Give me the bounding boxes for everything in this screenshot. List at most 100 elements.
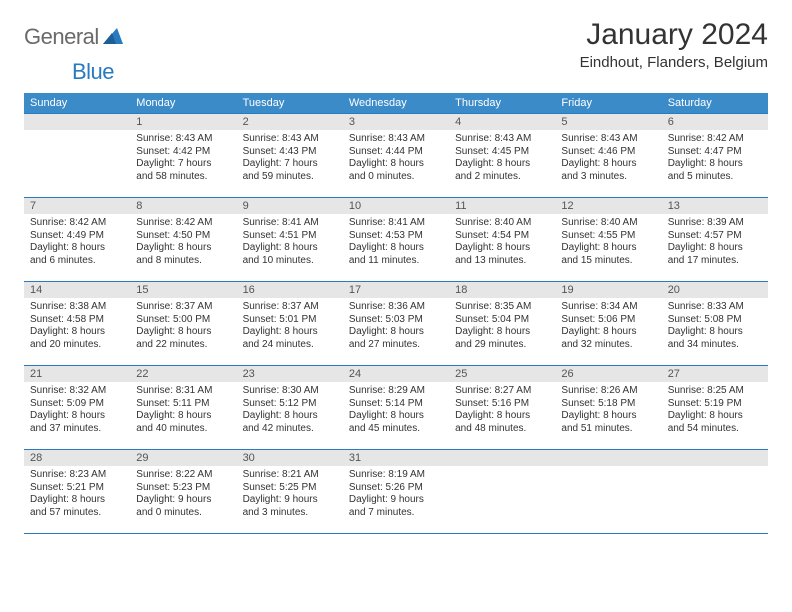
- detail-line: Sunset: 4:47 PM: [668, 146, 762, 159]
- detail-line: Daylight: 9 hours: [136, 494, 230, 507]
- day-number: 3: [343, 114, 449, 130]
- day-details: Sunrise: 8:42 AMSunset: 4:50 PMDaylight:…: [130, 214, 236, 271]
- detail-line: Daylight: 8 hours: [455, 158, 549, 171]
- calendar-cell: 30Sunrise: 8:21 AMSunset: 5:25 PMDayligh…: [237, 449, 343, 533]
- detail-line: and 27 minutes.: [349, 339, 443, 352]
- detail-line: Sunrise: 8:43 AM: [455, 133, 549, 146]
- calendar-cell: 8Sunrise: 8:42 AMSunset: 4:50 PMDaylight…: [130, 197, 236, 281]
- calendar-cell: 7Sunrise: 8:42 AMSunset: 4:49 PMDaylight…: [24, 197, 130, 281]
- detail-line: Sunrise: 8:37 AM: [243, 301, 337, 314]
- day-details: Sunrise: 8:21 AMSunset: 5:25 PMDaylight:…: [237, 466, 343, 523]
- detail-line: Daylight: 8 hours: [561, 326, 655, 339]
- day-number: 18: [449, 282, 555, 298]
- calendar-row: 14Sunrise: 8:38 AMSunset: 4:58 PMDayligh…: [24, 281, 768, 365]
- detail-line: and 0 minutes.: [136, 507, 230, 520]
- day-details: Sunrise: 8:36 AMSunset: 5:03 PMDaylight:…: [343, 298, 449, 355]
- detail-line: Sunset: 4:53 PM: [349, 230, 443, 243]
- detail-line: Sunset: 4:55 PM: [561, 230, 655, 243]
- detail-line: Sunset: 4:54 PM: [455, 230, 549, 243]
- detail-line: Sunset: 5:12 PM: [243, 398, 337, 411]
- detail-line: Daylight: 8 hours: [668, 158, 762, 171]
- detail-line: Sunrise: 8:32 AM: [30, 385, 124, 398]
- calendar-page: General January 2024 Eindhout, Flanders,…: [0, 0, 792, 534]
- detail-line: Sunset: 4:46 PM: [561, 146, 655, 159]
- calendar-cell: 4Sunrise: 8:43 AMSunset: 4:45 PMDaylight…: [449, 113, 555, 197]
- calendar-table: Sunday Monday Tuesday Wednesday Thursday…: [24, 93, 768, 533]
- brand-logo: General: [24, 18, 125, 50]
- detail-line: and 37 minutes.: [30, 423, 124, 436]
- day-details: Sunrise: 8:40 AMSunset: 4:54 PMDaylight:…: [449, 214, 555, 271]
- calendar-cell: 13Sunrise: 8:39 AMSunset: 4:57 PMDayligh…: [662, 197, 768, 281]
- day-details: Sunrise: 8:31 AMSunset: 5:11 PMDaylight:…: [130, 382, 236, 439]
- title-block: January 2024 Eindhout, Flanders, Belgium: [580, 18, 768, 71]
- calendar-body: 1Sunrise: 8:43 AMSunset: 4:42 PMDaylight…: [24, 113, 768, 533]
- detail-line: Sunset: 5:03 PM: [349, 314, 443, 327]
- day-details: Sunrise: 8:42 AMSunset: 4:49 PMDaylight:…: [24, 214, 130, 271]
- detail-line: Sunrise: 8:29 AM: [349, 385, 443, 398]
- detail-line: and 17 minutes.: [668, 255, 762, 268]
- day-number: 21: [24, 366, 130, 382]
- day-details: Sunrise: 8:32 AMSunset: 5:09 PMDaylight:…: [24, 382, 130, 439]
- detail-line: and 59 minutes.: [243, 171, 337, 184]
- detail-line: Daylight: 8 hours: [30, 242, 124, 255]
- day-number: 6: [662, 114, 768, 130]
- month-title: January 2024: [580, 18, 768, 52]
- detail-line: Sunrise: 8:33 AM: [668, 301, 762, 314]
- detail-line: Sunset: 5:06 PM: [561, 314, 655, 327]
- calendar-cell: [24, 113, 130, 197]
- brand-triangle-icon: [103, 26, 123, 49]
- day-number: [24, 114, 130, 130]
- calendar-cell: 6Sunrise: 8:42 AMSunset: 4:47 PMDaylight…: [662, 113, 768, 197]
- day-number: 2: [237, 114, 343, 130]
- day-number: 12: [555, 198, 661, 214]
- detail-line: Daylight: 8 hours: [136, 326, 230, 339]
- detail-line: Sunrise: 8:22 AM: [136, 469, 230, 482]
- detail-line: Daylight: 7 hours: [243, 158, 337, 171]
- day-details: Sunrise: 8:26 AMSunset: 5:18 PMDaylight:…: [555, 382, 661, 439]
- weekday-heading: Thursday: [449, 93, 555, 113]
- detail-line: Daylight: 8 hours: [349, 326, 443, 339]
- detail-line: Sunset: 4:49 PM: [30, 230, 124, 243]
- day-details: Sunrise: 8:40 AMSunset: 4:55 PMDaylight:…: [555, 214, 661, 271]
- weekday-heading: Tuesday: [237, 93, 343, 113]
- day-number: 24: [343, 366, 449, 382]
- detail-line: and 8 minutes.: [136, 255, 230, 268]
- calendar-cell: 27Sunrise: 8:25 AMSunset: 5:19 PMDayligh…: [662, 365, 768, 449]
- day-number: 5: [555, 114, 661, 130]
- calendar-cell: 17Sunrise: 8:36 AMSunset: 5:03 PMDayligh…: [343, 281, 449, 365]
- weekday-heading: Wednesday: [343, 93, 449, 113]
- detail-line: Sunset: 5:21 PM: [30, 482, 124, 495]
- detail-line: and 10 minutes.: [243, 255, 337, 268]
- detail-line: and 48 minutes.: [455, 423, 549, 436]
- day-details: Sunrise: 8:35 AMSunset: 5:04 PMDaylight:…: [449, 298, 555, 355]
- calendar-cell: 28Sunrise: 8:23 AMSunset: 5:21 PMDayligh…: [24, 449, 130, 533]
- detail-line: Daylight: 8 hours: [561, 410, 655, 423]
- day-details: Sunrise: 8:27 AMSunset: 5:16 PMDaylight:…: [449, 382, 555, 439]
- detail-line: Sunset: 5:00 PM: [136, 314, 230, 327]
- day-number: [449, 450, 555, 466]
- detail-line: and 2 minutes.: [455, 171, 549, 184]
- calendar-cell: 20Sunrise: 8:33 AMSunset: 5:08 PMDayligh…: [662, 281, 768, 365]
- day-number: 4: [449, 114, 555, 130]
- day-details: Sunrise: 8:33 AMSunset: 5:08 PMDaylight:…: [662, 298, 768, 355]
- calendar-cell: 14Sunrise: 8:38 AMSunset: 4:58 PMDayligh…: [24, 281, 130, 365]
- day-details: Sunrise: 8:38 AMSunset: 4:58 PMDaylight:…: [24, 298, 130, 355]
- detail-line: and 22 minutes.: [136, 339, 230, 352]
- detail-line: and 13 minutes.: [455, 255, 549, 268]
- day-details: [449, 466, 555, 473]
- detail-line: and 15 minutes.: [561, 255, 655, 268]
- day-number: 20: [662, 282, 768, 298]
- detail-line: Daylight: 8 hours: [349, 158, 443, 171]
- day-details: Sunrise: 8:29 AMSunset: 5:14 PMDaylight:…: [343, 382, 449, 439]
- day-number: 15: [130, 282, 236, 298]
- calendar-cell: 3Sunrise: 8:43 AMSunset: 4:44 PMDaylight…: [343, 113, 449, 197]
- brand-part2: Blue: [72, 59, 114, 85]
- detail-line: and 58 minutes.: [136, 171, 230, 184]
- detail-line: and 42 minutes.: [243, 423, 337, 436]
- calendar-cell: 26Sunrise: 8:26 AMSunset: 5:18 PMDayligh…: [555, 365, 661, 449]
- detail-line: Daylight: 8 hours: [668, 326, 762, 339]
- detail-line: Sunrise: 8:26 AM: [561, 385, 655, 398]
- detail-line: Sunset: 4:43 PM: [243, 146, 337, 159]
- day-number: [555, 450, 661, 466]
- day-details: Sunrise: 8:30 AMSunset: 5:12 PMDaylight:…: [237, 382, 343, 439]
